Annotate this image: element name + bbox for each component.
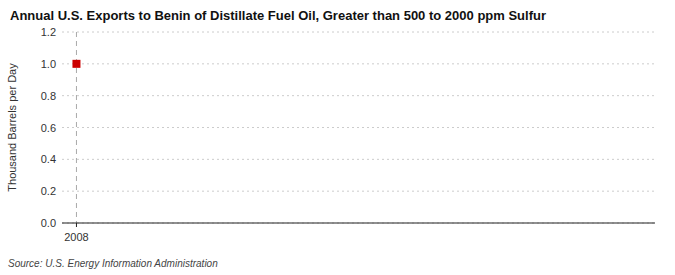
y-tick-label: 0.0 <box>41 217 56 229</box>
y-tick-label: 1.2 <box>41 26 56 38</box>
y-axis-label: Thousand Barrels per Day <box>6 63 18 192</box>
y-tick-label: 0.8 <box>41 90 56 102</box>
x-tick-label: 2008 <box>64 231 88 243</box>
data-point <box>72 60 80 68</box>
x-axis-line <box>62 222 655 223</box>
data-group <box>72 60 80 68</box>
source-note: Source: U.S. Energy Information Administ… <box>8 258 218 269</box>
chart: 0.0 0.2 0.4 0.6 0.8 1.0 1.2 2008 Thousand Barrel… <box>0 0 675 275</box>
grid-line <box>62 63 655 64</box>
grid-line <box>62 191 655 192</box>
title: Annual U.S. Exports to Benin of Distilla… <box>10 8 546 23</box>
y-tick-label: 1.0 <box>41 58 56 70</box>
y-tick-label: 0.6 <box>41 122 56 134</box>
grid-line <box>62 95 655 96</box>
x-tick <box>76 223 77 227</box>
grid-line <box>62 223 655 224</box>
grid-line <box>62 127 655 128</box>
y-tick-label: 0.4 <box>41 153 56 165</box>
grid-line <box>62 32 655 33</box>
grid-line <box>62 159 655 160</box>
y-tick-label: 0.2 <box>41 185 56 197</box>
